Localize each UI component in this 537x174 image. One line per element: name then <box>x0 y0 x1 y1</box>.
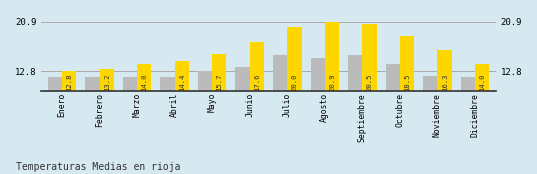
Bar <box>62 71 76 92</box>
Bar <box>48 77 62 92</box>
Text: 20.9: 20.9 <box>329 73 335 90</box>
Text: 15.7: 15.7 <box>216 73 222 90</box>
Bar <box>475 64 489 92</box>
Text: 14.0: 14.0 <box>479 73 485 90</box>
Text: 18.5: 18.5 <box>404 73 410 90</box>
Bar <box>161 77 175 92</box>
Bar <box>99 69 114 92</box>
Bar <box>123 77 137 92</box>
Bar <box>310 58 325 92</box>
Bar <box>273 55 287 92</box>
Bar <box>461 77 475 92</box>
Bar <box>137 64 151 92</box>
Bar <box>348 55 362 92</box>
Bar <box>250 42 264 92</box>
Text: 13.2: 13.2 <box>104 73 110 90</box>
Bar <box>85 77 99 92</box>
Bar <box>235 67 250 92</box>
Bar <box>175 61 189 92</box>
Bar <box>362 24 376 92</box>
Bar <box>386 64 400 92</box>
Bar <box>325 22 339 92</box>
Bar <box>198 71 212 92</box>
Text: 14.0: 14.0 <box>141 73 147 90</box>
Text: 12.8: 12.8 <box>66 73 72 90</box>
Bar <box>400 36 414 92</box>
Bar <box>423 76 438 92</box>
Bar <box>287 27 302 92</box>
Text: 20.5: 20.5 <box>366 73 373 90</box>
Bar <box>212 54 227 92</box>
Text: Temperaturas Medias en rioja: Temperaturas Medias en rioja <box>16 162 180 172</box>
Text: 14.4: 14.4 <box>179 73 185 90</box>
Text: 16.3: 16.3 <box>441 73 447 90</box>
Bar <box>438 50 452 92</box>
Text: 20.0: 20.0 <box>292 73 297 90</box>
Text: 17.6: 17.6 <box>254 73 260 90</box>
